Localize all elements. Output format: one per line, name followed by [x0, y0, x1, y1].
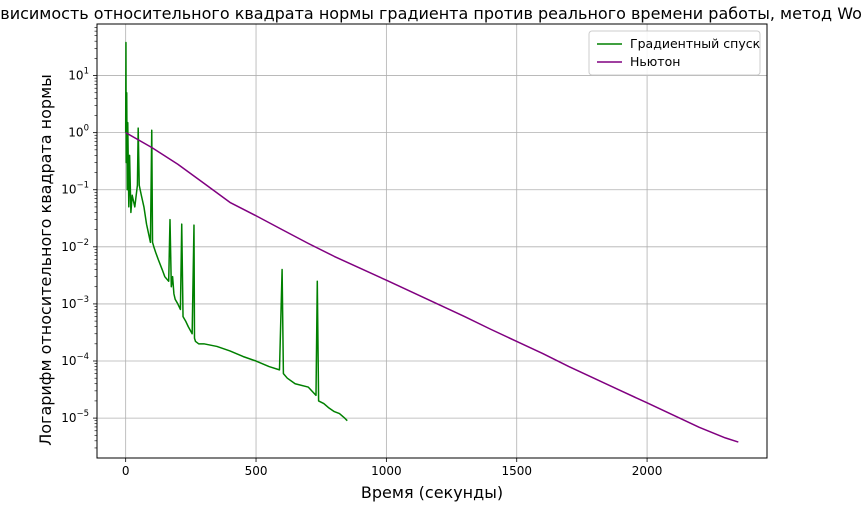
- x-axis-label: Время (секунды): [361, 483, 503, 502]
- grid: [97, 24, 767, 458]
- y-tick-label: 10−1: [61, 181, 89, 197]
- plot-frame: [96, 23, 768, 459]
- legend-box: [588, 30, 761, 76]
- y-tick-label: 100: [68, 124, 89, 140]
- x-tick-label: 1500: [501, 464, 532, 478]
- x-tick-label: 500: [245, 464, 268, 478]
- legend: Градиентный спуск Ньютон: [588, 30, 761, 76]
- legend-label-gradient: Градиентный спуск: [630, 36, 761, 51]
- legend-label-newton: Ньютон: [630, 54, 680, 69]
- x-tick-label: 0: [122, 464, 130, 478]
- y-axis-label: Логарифм относительного квадрата нормы: [36, 74, 55, 446]
- chart-title: Зависимость относительного квадрата норм…: [0, 4, 863, 23]
- y-tick-label: 10−2: [61, 238, 89, 254]
- y-tick-label: 10−5: [61, 409, 89, 425]
- y-tick-label: 10−4: [61, 352, 89, 368]
- series-line-1: [125, 131, 739, 443]
- y-tick-label: 10−3: [61, 295, 89, 311]
- x-axis: 0 500 1000 1500 2000: [122, 458, 662, 478]
- x-tick-label: 1000: [371, 464, 402, 478]
- x-tick-label: 2000: [632, 464, 663, 478]
- series-line-0: [124, 41, 348, 422]
- series-layer: [124, 41, 739, 443]
- y-tick-label: 101: [68, 67, 89, 83]
- y-axis: 10−5 10−4 10−3 10−2 10−1 100 101: [61, 27, 97, 449]
